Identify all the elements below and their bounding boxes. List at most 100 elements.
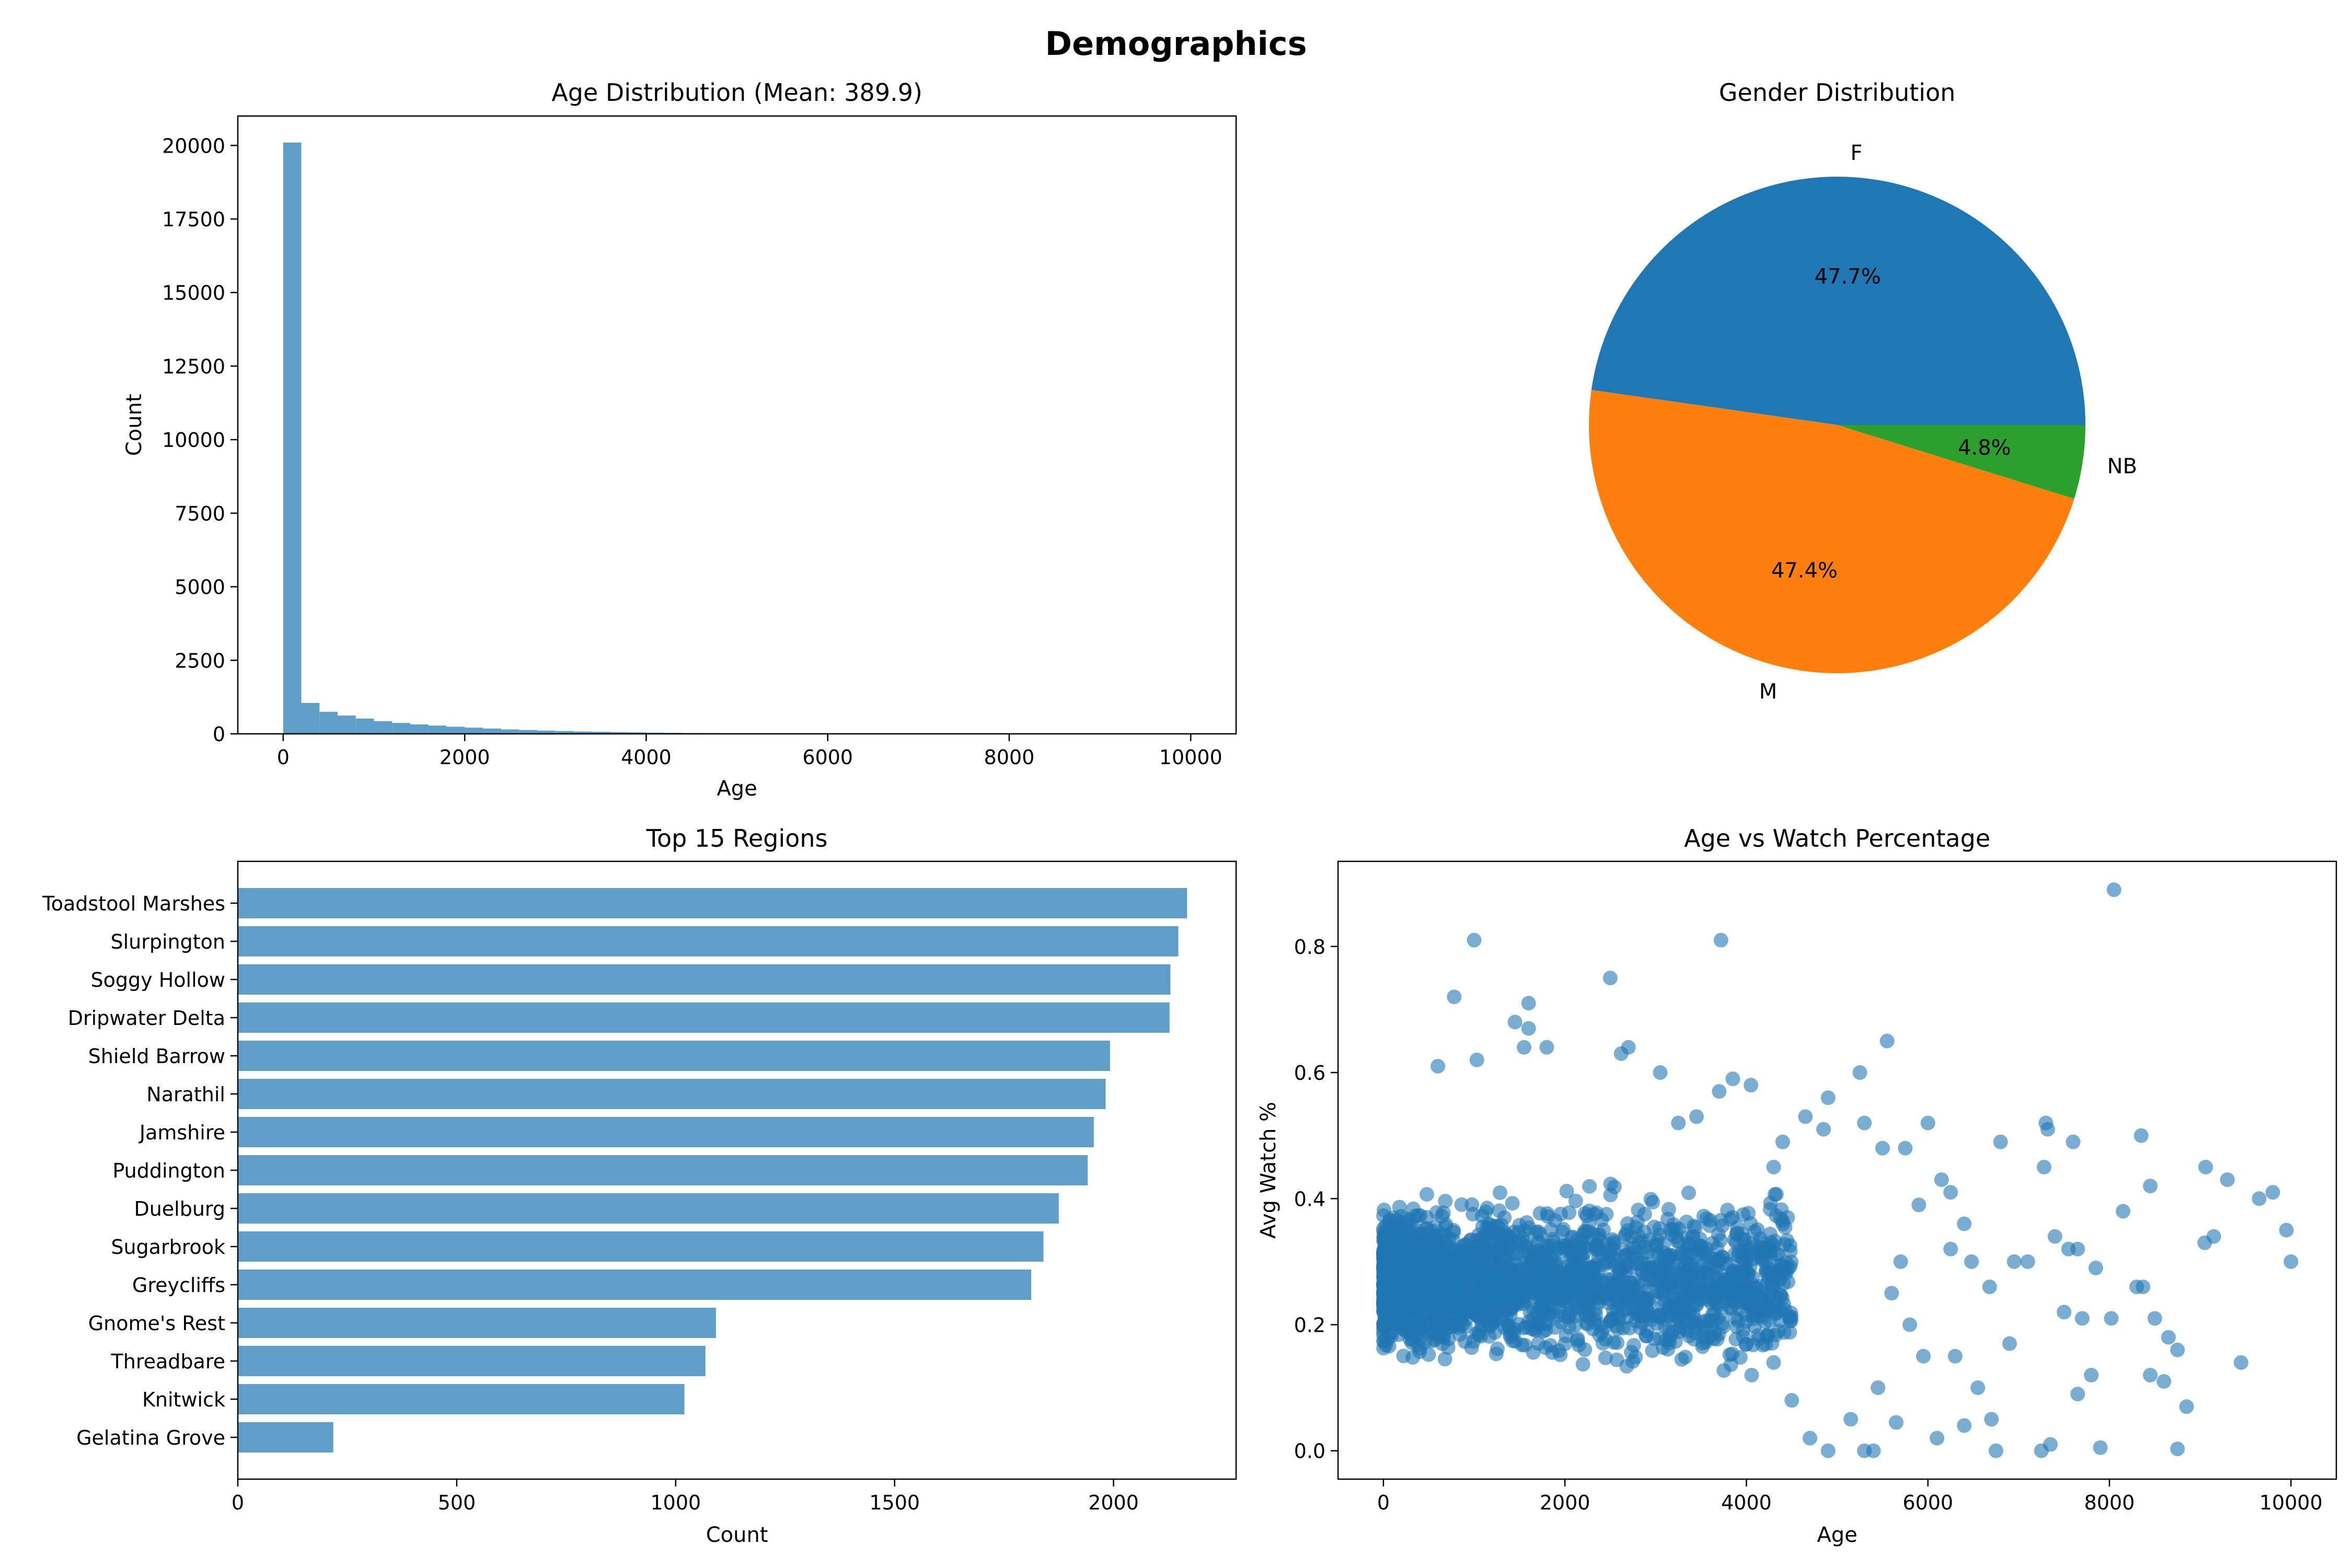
scatter-point bbox=[1378, 1307, 1393, 1322]
scatter-point bbox=[1651, 1246, 1666, 1261]
scatter-point bbox=[2134, 1128, 2149, 1143]
scatter-point bbox=[1802, 1431, 1817, 1446]
scatter-point bbox=[2106, 882, 2122, 897]
histogram-bar bbox=[537, 730, 556, 734]
scatter-point bbox=[1452, 1252, 1467, 1267]
scatter-point bbox=[1762, 1202, 1778, 1217]
scatter-point bbox=[2040, 1122, 2055, 1137]
region-bar bbox=[238, 1231, 1044, 1262]
scatter-point bbox=[1486, 1262, 1502, 1277]
x-tick-label: 0 bbox=[1377, 1491, 1390, 1514]
scatter-point bbox=[1467, 1260, 1482, 1275]
region-label: Shield Barrow bbox=[88, 1045, 225, 1068]
scatter-point bbox=[1884, 1286, 1899, 1301]
scatter-point bbox=[1657, 1267, 1672, 1282]
scatter-point bbox=[2233, 1355, 2249, 1370]
scatter-point bbox=[1671, 1115, 1686, 1131]
scatter-point bbox=[2088, 1260, 2103, 1275]
y-tick-label: 12500 bbox=[162, 355, 225, 378]
scatter-point bbox=[2002, 1336, 2017, 1351]
scatter-point bbox=[1603, 1187, 1618, 1203]
scatter-point bbox=[1679, 1214, 1694, 1229]
gender-pie: Gender Distribution F 47.7% M 47.4% NB 4.8% bbox=[1589, 78, 2137, 704]
scatter-point bbox=[1603, 1177, 1618, 1192]
scatter-point bbox=[1984, 1412, 1999, 1427]
scatter-point bbox=[1625, 1280, 1641, 1295]
scatter-point bbox=[2161, 1330, 2176, 1345]
scatter-point bbox=[1725, 1346, 1740, 1362]
region-bar bbox=[238, 1270, 1031, 1300]
scatter-point bbox=[1652, 1307, 1667, 1322]
y-tick-label: 0.4 bbox=[1294, 1187, 1325, 1210]
scatter-point bbox=[1526, 1345, 1541, 1360]
scatter-point bbox=[1745, 1270, 1760, 1285]
scatter-point bbox=[1702, 1213, 1717, 1228]
scatter-point bbox=[1506, 1295, 1521, 1310]
scatter-point bbox=[1553, 1347, 1568, 1363]
top-regions-title: Top 15 Regions bbox=[646, 824, 828, 852]
scatter-point bbox=[1524, 1318, 1539, 1333]
region-bar bbox=[238, 1193, 1059, 1224]
scatter-point bbox=[1413, 1208, 1428, 1223]
scatter-point bbox=[1610, 1335, 1625, 1350]
scatter-point bbox=[1746, 1338, 1761, 1353]
scatter-point bbox=[2061, 1241, 2076, 1256]
histogram-bar bbox=[446, 727, 465, 734]
age-histogram-title: Age Distribution (Mean: 389.9) bbox=[551, 78, 923, 107]
scatter-point bbox=[1435, 1336, 1450, 1351]
scatter-point bbox=[1645, 1195, 1661, 1210]
scatter-point bbox=[1479, 1240, 1494, 1255]
scatter-point bbox=[1539, 1040, 1554, 1055]
scatter-point bbox=[1492, 1203, 1507, 1218]
scatter-point bbox=[1397, 1270, 1412, 1285]
scatter-point bbox=[1713, 932, 1728, 948]
histogram-bar bbox=[392, 723, 410, 734]
histogram-bar bbox=[555, 731, 574, 734]
scatter-point bbox=[1714, 1306, 1729, 1321]
region-label: Narathil bbox=[146, 1083, 225, 1106]
scatter-point bbox=[1665, 1324, 1680, 1339]
scatter-point bbox=[1691, 1242, 1707, 1258]
scatter-point bbox=[1695, 1335, 1710, 1351]
scatter-point bbox=[1639, 1292, 1654, 1307]
region-label: Jamshire bbox=[139, 1121, 225, 1144]
histogram-bar bbox=[283, 142, 302, 734]
scatter-point bbox=[1592, 1231, 1607, 1247]
scatter-point bbox=[2136, 1279, 2151, 1295]
scatter-point bbox=[1911, 1197, 1927, 1213]
scatter-point bbox=[1782, 1325, 1797, 1340]
scatter-point bbox=[1438, 1194, 1453, 1209]
scatter-point bbox=[1737, 1257, 1752, 1272]
age-histogram-x-ticks: 0 2000 4000 6000 8000 10000 bbox=[277, 734, 1223, 769]
scatter-point bbox=[1595, 1336, 1610, 1351]
scatter-point bbox=[1766, 1298, 1781, 1313]
scatter-point bbox=[1820, 1090, 1836, 1105]
scatter-point bbox=[1601, 1292, 1616, 1307]
scatter-point bbox=[1575, 1357, 1590, 1372]
scatter-point bbox=[1784, 1393, 1800, 1408]
scatter-point bbox=[1426, 1312, 1441, 1328]
scatter-point bbox=[1686, 1306, 1701, 1321]
age-watch-scatter-y-ticks: 0.0 0.2 0.4 0.6 0.8 bbox=[1294, 936, 1338, 1463]
region-bar bbox=[238, 1002, 1170, 1033]
age-histogram-frame bbox=[237, 115, 1237, 735]
x-tick-label: 4000 bbox=[621, 746, 672, 769]
scatter-point bbox=[1661, 1202, 1676, 1217]
scatter-point bbox=[1417, 1267, 1433, 1283]
y-tick-label: 2500 bbox=[175, 649, 225, 672]
scatter-point bbox=[1712, 1084, 1727, 1099]
histogram-bar bbox=[519, 730, 537, 734]
scatter-point bbox=[2179, 1399, 2194, 1414]
age-histogram-bars bbox=[283, 142, 1191, 734]
scatter-point bbox=[1609, 1281, 1624, 1296]
scatter-point bbox=[1970, 1380, 1986, 1396]
x-tick-label: 10000 bbox=[2259, 1491, 2323, 1514]
scatter-point bbox=[1451, 1311, 1467, 1326]
scatter-point bbox=[1557, 1289, 1572, 1304]
histogram-bar bbox=[501, 729, 520, 734]
scatter-point bbox=[1685, 1229, 1700, 1244]
scatter-point bbox=[1957, 1216, 1972, 1231]
scatter-point bbox=[1681, 1185, 1696, 1201]
scatter-point bbox=[2157, 1374, 2172, 1389]
region-label: Toadstool Marshes bbox=[42, 892, 225, 915]
